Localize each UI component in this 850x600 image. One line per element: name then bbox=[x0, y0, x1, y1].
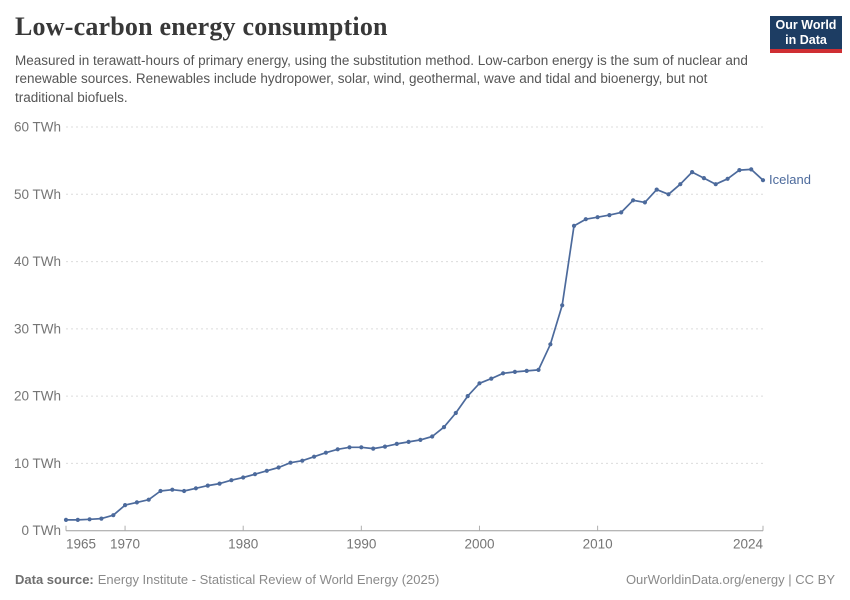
data-point bbox=[418, 437, 423, 442]
data-point bbox=[229, 478, 234, 483]
data-point bbox=[288, 460, 293, 465]
page-title: Low-carbon energy consumption bbox=[15, 12, 388, 41]
x-tick-label: 1980 bbox=[228, 537, 258, 552]
data-point bbox=[217, 481, 222, 486]
data-point bbox=[193, 486, 198, 491]
x-tick-label: 1970 bbox=[110, 537, 140, 552]
data-point bbox=[87, 517, 92, 522]
owid-logo-red-bar bbox=[770, 49, 842, 53]
data-point bbox=[264, 468, 269, 473]
x-axis: 1965 1970 1980 1990 2000 2010 2024 bbox=[65, 525, 764, 552]
series-line bbox=[65, 168, 764, 521]
x-tick-label: 1965 bbox=[66, 537, 96, 552]
data-point bbox=[595, 215, 600, 220]
data-point bbox=[642, 200, 648, 205]
data-point bbox=[312, 454, 317, 459]
data-point bbox=[583, 217, 588, 222]
data-point bbox=[394, 441, 399, 446]
owid-logo-line2: in Data bbox=[785, 32, 827, 47]
data-point bbox=[205, 483, 210, 488]
data-point bbox=[158, 488, 163, 494]
data-point bbox=[441, 425, 447, 430]
data-point bbox=[701, 176, 707, 181]
data-source-label: Data source: bbox=[15, 572, 94, 587]
data-point bbox=[99, 516, 104, 521]
data-point bbox=[146, 497, 151, 502]
y-axis: 0 TWh 10 TWh 20 TWh 30 TWh 40 TWh 50 TWh 60 TW… bbox=[14, 120, 763, 538]
data-point bbox=[371, 446, 376, 451]
data-point bbox=[713, 182, 718, 187]
data-point bbox=[382, 444, 388, 449]
data-point bbox=[241, 475, 246, 480]
credit-link[interactable]: OurWorldinData.org/energy | CC BY bbox=[625, 572, 835, 587]
data-point bbox=[430, 434, 435, 439]
data-point bbox=[323, 450, 328, 455]
data-point bbox=[678, 182, 683, 187]
data-point bbox=[170, 487, 175, 492]
data-point bbox=[335, 447, 340, 452]
x-tick-label: 2024 bbox=[733, 537, 764, 552]
data-point bbox=[300, 458, 305, 463]
data-point bbox=[347, 445, 352, 450]
y-tick-label: 60 TWh bbox=[14, 120, 61, 135]
data-point bbox=[406, 439, 411, 444]
chart-subtitle: Measured in terawatt-hours of primary en… bbox=[15, 53, 748, 105]
data-point bbox=[548, 342, 553, 347]
data-point bbox=[477, 381, 482, 386]
data-point bbox=[501, 371, 506, 376]
y-tick-label: 40 TWh bbox=[14, 254, 61, 269]
data-point bbox=[631, 198, 636, 203]
data-point bbox=[123, 503, 128, 508]
data-point bbox=[760, 178, 766, 183]
data-point bbox=[524, 368, 529, 373]
x-tick-label: 2010 bbox=[583, 537, 613, 552]
data-point bbox=[607, 213, 612, 218]
owid-logo-line1: Our World bbox=[775, 17, 837, 32]
data-point bbox=[465, 394, 470, 399]
y-tick-label: 0 TWh bbox=[21, 523, 61, 538]
data-point bbox=[252, 472, 258, 477]
data-point bbox=[666, 192, 671, 197]
y-tick-label: 50 TWh bbox=[14, 187, 61, 202]
data-point bbox=[75, 517, 80, 523]
chart-footer: Data source: Energy Institute - Statistic… bbox=[15, 572, 835, 587]
y-tick-label: 20 TWh bbox=[14, 389, 61, 404]
data-point bbox=[560, 303, 565, 308]
owid-logo-box: Our World in Data bbox=[770, 16, 842, 49]
data-point bbox=[512, 369, 518, 374]
x-tick-label: 1990 bbox=[346, 537, 376, 552]
x-tick-label: 2000 bbox=[464, 537, 494, 552]
data-source-text: Energy Institute - Statistical Review of… bbox=[97, 572, 440, 587]
data-point bbox=[182, 488, 187, 494]
data-point bbox=[536, 367, 541, 372]
data-point bbox=[737, 168, 742, 173]
data-source: Data source: Energy Institute - Statistic… bbox=[15, 572, 439, 587]
data-point bbox=[489, 376, 494, 381]
data-point bbox=[749, 167, 754, 172]
data-point bbox=[134, 500, 139, 505]
data-point bbox=[453, 410, 458, 416]
y-tick-label: 30 TWh bbox=[14, 321, 61, 336]
series-iceland[interactable]: Iceland bbox=[63, 167, 811, 523]
data-point bbox=[654, 187, 659, 192]
data-point bbox=[111, 513, 116, 518]
owid-logo[interactable]: Our World in Data bbox=[770, 16, 842, 53]
series-end-label: Iceland bbox=[769, 172, 811, 187]
data-point bbox=[690, 170, 695, 175]
data-point bbox=[725, 176, 730, 181]
data-point bbox=[571, 223, 577, 228]
data-point bbox=[63, 517, 69, 523]
data-point bbox=[619, 210, 624, 215]
data-point bbox=[359, 445, 364, 450]
data-point bbox=[276, 465, 281, 470]
y-tick-label: 10 TWh bbox=[14, 456, 61, 471]
